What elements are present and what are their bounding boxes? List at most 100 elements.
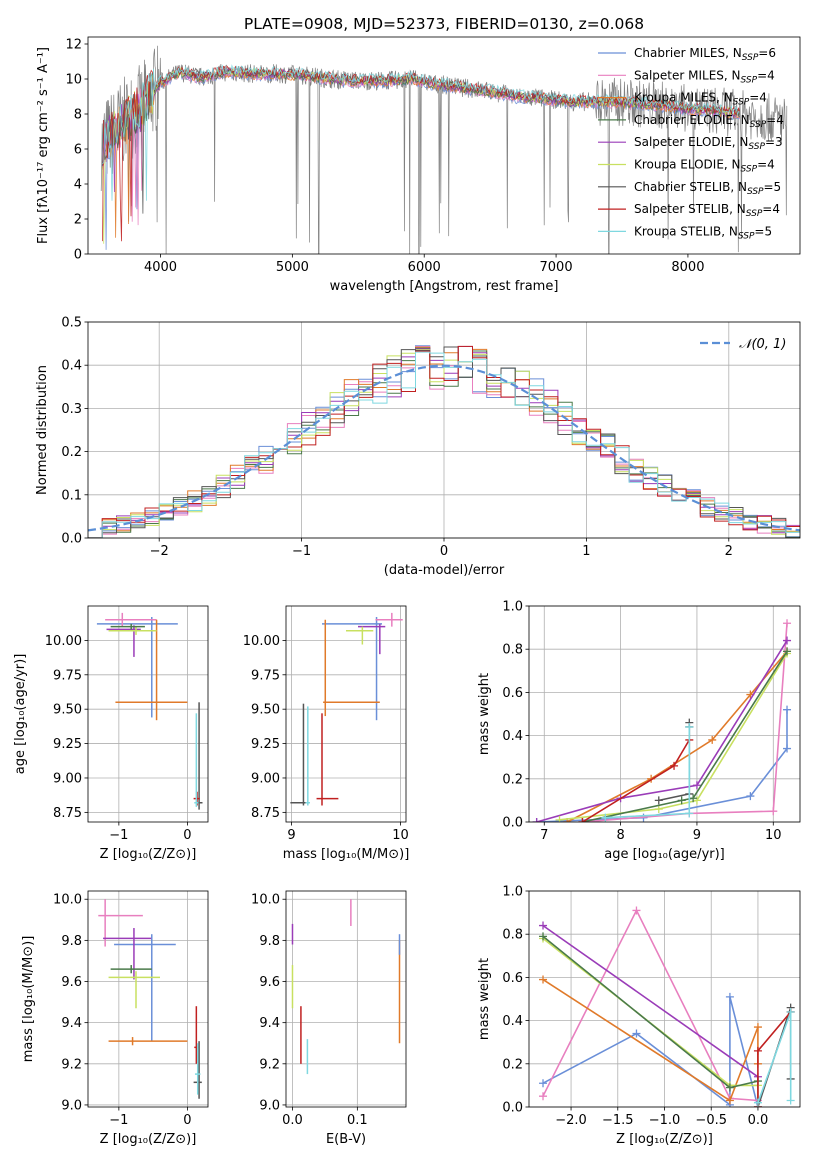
y-tick-label: 0 bbox=[74, 248, 82, 263]
y-tick-label: 0.1 bbox=[61, 488, 82, 503]
panel-mass-vs-Z: −1 0 9.0 9.2 9.4 9.6 9.8 10.0 Z [log₁₀(Z/Z⊙)] mas… bbox=[21, 890, 209, 1147]
legend-label-subscript: SSP bbox=[748, 142, 765, 152]
legend-label-tail: =4 bbox=[762, 202, 780, 216]
legend: 𝒩(0, 1) bbox=[700, 337, 786, 352]
plus-marker bbox=[725, 992, 734, 1001]
axes-frame bbox=[528, 890, 801, 1108]
plus-marker bbox=[632, 1029, 641, 1038]
y-tick-label: 0.2 bbox=[502, 1057, 523, 1072]
y-tick-label: 0.4 bbox=[502, 1014, 523, 1029]
grid-lines bbox=[88, 891, 208, 1107]
x-axis-label: mass [log₁₀(M/M⊙)] bbox=[283, 847, 410, 862]
y-axis-label: mass weight bbox=[477, 673, 492, 755]
y-tick-label: 9.25 bbox=[53, 737, 82, 752]
plot-area bbox=[88, 345, 800, 538]
y-tick-label: 10 bbox=[65, 73, 82, 88]
model-fit-line bbox=[102, 66, 741, 214]
legend-label: Salpeter MILES, NSSP=4 bbox=[634, 68, 775, 85]
plus-marker bbox=[753, 1023, 762, 1032]
grid-lines bbox=[286, 606, 406, 822]
x-tick-label: −2 bbox=[150, 544, 169, 559]
legend-label-main: Salpeter STELIB, N bbox=[634, 202, 746, 216]
x-tick-label: −1 bbox=[292, 544, 311, 559]
x-tick-label: 0.1 bbox=[347, 1113, 368, 1128]
y-tick-label: 8 bbox=[74, 108, 82, 123]
plus-marker bbox=[689, 794, 698, 803]
axes-frame bbox=[285, 890, 407, 1108]
plus-marker bbox=[539, 975, 548, 984]
legend-label: Salpeter STELIB, NSSP=4 bbox=[634, 202, 780, 219]
panel-mass-vs-EBV: 0.0 0.1 9.0 9.2 9.4 9.6 9.8 10.0 E(B-V) bbox=[251, 890, 407, 1147]
y-tick-label: 10.0 bbox=[251, 893, 280, 908]
y-tick-label: 10.00 bbox=[45, 634, 82, 649]
y-tick-label: 0.0 bbox=[61, 532, 82, 547]
panel-weight-vs-Z: −2.0 −1.5 −1.0 −0.5 0.0 0.0 0.2 0.4 0.6 0.8 1.0 Z [… bbox=[477, 885, 801, 1147]
y-tick-label: 9.0 bbox=[259, 1098, 280, 1113]
y-tick-label: 0.2 bbox=[502, 772, 523, 787]
y-tick-label: 9.4 bbox=[259, 1016, 280, 1031]
model-fit-line bbox=[102, 66, 741, 244]
legend-label-subscript: SSP bbox=[741, 165, 758, 175]
y-tick-label: 9.2 bbox=[61, 1057, 82, 1072]
model-fit-line bbox=[102, 65, 741, 242]
y-tick-label: 9.00 bbox=[251, 771, 280, 786]
legend-label-main: Chabrier ELODIE, N bbox=[634, 113, 750, 127]
plus-marker bbox=[708, 735, 717, 744]
plus-marker bbox=[783, 619, 792, 628]
x-tick-label: −1 bbox=[109, 828, 128, 843]
x-tick-label: 7 bbox=[540, 828, 548, 843]
legend-label-subscript: SSP bbox=[746, 209, 763, 219]
y-tick-label: 6 bbox=[74, 143, 82, 158]
axes-frame bbox=[87, 890, 209, 1108]
x-tick-label: −1 bbox=[109, 1113, 128, 1128]
plot-area bbox=[291, 899, 401, 1075]
x-axis-label: age [log₁₀(age/yr)] bbox=[604, 847, 725, 862]
x-tick-label: 9 bbox=[287, 828, 295, 843]
y-tick-label: 9.8 bbox=[61, 934, 82, 949]
y-tick-label: 12 bbox=[65, 38, 82, 53]
legend-label-subscript: SSP bbox=[750, 120, 767, 130]
panel-weight-vs-age: 7 8 9 10 0.0 0.2 0.4 0.6 0.8 1.0 age [log₁₀(age/yr… bbox=[477, 600, 801, 862]
y-axis-label: age [log₁₀(age/yr)] bbox=[13, 654, 28, 775]
legend-label: Salpeter ELODIE, NSSP=3 bbox=[634, 135, 783, 152]
y-tick-label: 9.8 bbox=[259, 934, 280, 949]
legend-label-tail: =6 bbox=[758, 46, 776, 60]
plot-area bbox=[290, 612, 403, 806]
legend-label-tail: =5 bbox=[764, 180, 782, 194]
y-tick-label: 2 bbox=[74, 213, 82, 228]
y-tick-label: 0.4 bbox=[61, 359, 82, 374]
plus-marker bbox=[578, 818, 587, 822]
y-tick-label: 10.0 bbox=[53, 893, 82, 908]
x-tick-label: 9 bbox=[693, 828, 701, 843]
residual-histogram-step bbox=[88, 351, 800, 538]
y-axis-label: mass weight bbox=[477, 958, 492, 1040]
y-tick-label: 0.2 bbox=[61, 445, 82, 460]
y-tick-label: 1.0 bbox=[502, 885, 523, 900]
panel-residuals: −2 −1 0 1 2 0.0 0.1 0.2 0.3 0.4 0.5 (data-model)/er… bbox=[35, 316, 801, 578]
x-tick-label: 0.0 bbox=[748, 1113, 769, 1128]
weight-line bbox=[559, 653, 788, 821]
plus-marker bbox=[692, 781, 701, 790]
y-tick-label: 4 bbox=[74, 178, 82, 193]
legend-label-tail: =4 bbox=[766, 113, 784, 127]
x-tick-label: 8000 bbox=[671, 260, 704, 275]
y-axis-label: Normed distribution bbox=[35, 365, 50, 495]
y-tick-label: 8.75 bbox=[251, 806, 280, 821]
weight-line bbox=[542, 978, 759, 1102]
plus-marker bbox=[786, 1007, 795, 1016]
y-tick-label: 1.0 bbox=[502, 600, 523, 615]
panel-age-vs-Z: −1 0 8.75 9.00 9.25 9.50 9.75 10.00 Z [log₁₀(Z/Z… bbox=[13, 605, 209, 862]
y-tick-label: 0.0 bbox=[502, 1101, 523, 1116]
plot-area bbox=[532, 619, 792, 822]
panel-age-vs-mass: 9 10 8.75 9.00 9.25 9.50 9.75 10.00 mass [log₁₀(… bbox=[243, 605, 410, 862]
plus-marker bbox=[670, 761, 679, 770]
x-tick-label: 1 bbox=[582, 544, 590, 559]
plot-area bbox=[539, 906, 795, 1107]
y-tick-label: 9.6 bbox=[61, 975, 82, 990]
y-tick-label: 8.75 bbox=[53, 806, 82, 821]
x-axis-label: E(B-V) bbox=[326, 1132, 366, 1147]
plus-marker bbox=[685, 809, 694, 818]
legend-label-main: Chabrier STELIB, N bbox=[634, 180, 747, 194]
y-tick-label: 9.6 bbox=[259, 975, 280, 990]
